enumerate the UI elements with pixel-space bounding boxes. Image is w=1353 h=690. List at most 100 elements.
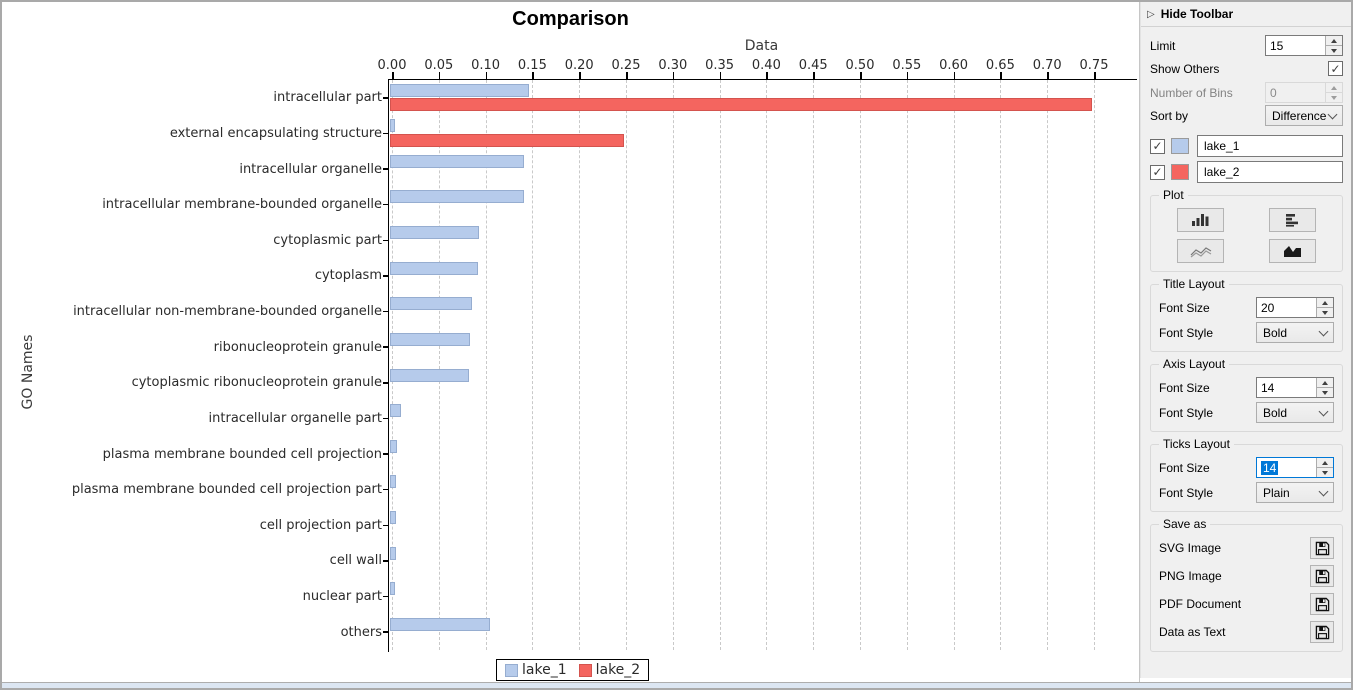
x-tick-label: 0.15 [517,58,547,73]
bar-lake_1 [390,83,529,97]
axis-layout-label: Axis Layout [1159,357,1230,371]
gridline [438,80,440,650]
y-tick-mark [383,275,388,277]
spin-up-button[interactable] [1326,36,1342,45]
title-font-size-value[interactable]: 20 [1261,300,1275,315]
sort-by-dropdown[interactable]: Difference [1265,105,1343,126]
line-chart-button[interactable] [1177,239,1224,263]
spin-down-button[interactable] [1317,467,1333,477]
font-size-label: Font Size [1159,300,1210,315]
number-of-bins-label: Number of Bins [1150,85,1233,100]
y-tick-mark [383,97,388,99]
spin-up-button[interactable] [1317,378,1333,387]
series-checkbox-lake-2[interactable]: ✓ [1150,164,1165,180]
chevron-down-icon [1318,326,1329,336]
hide-toolbar-label: Hide Toolbar [1160,7,1234,21]
spin-down-button [1326,92,1342,102]
plot-group-label: Plot [1159,188,1188,202]
series-color-swatch-lake-2[interactable] [1171,164,1189,180]
category-label: others [340,624,382,640]
bar-lake_1 [390,297,473,311]
save-png-button[interactable] [1310,565,1334,587]
category-label: intracellular membrane-bounded organelle [102,197,382,213]
title-layout-group: Title Layout Font Size 20 Font Style Bol [1150,277,1343,352]
limit-spinner[interactable]: 15 [1265,35,1343,56]
x-tick-label: 0.55 [892,58,922,73]
svg-image-label: SVG Image [1159,541,1222,555]
category-label: cytoplasmic part [273,232,382,248]
gridline [579,80,581,650]
x-tick-mark [813,72,815,79]
show-others-checkbox[interactable]: ✓ [1328,61,1343,76]
series-name-input-lake-1[interactable]: lake_1 [1197,135,1343,157]
category-label: plasma membrane bounded cell projection [102,446,382,462]
y-tick-mark [383,560,388,562]
category-label: cytoplasm [314,268,382,284]
chevron-down-icon [1318,406,1329,416]
bar-lake_1 [390,546,396,560]
legend-label: lake_1 [522,662,567,678]
limit-value[interactable]: 15 [1270,38,1284,53]
bar-lake_1 [390,190,524,204]
axis-font-style-value: Bold [1263,405,1288,420]
spin-up-button[interactable] [1317,458,1333,467]
ticks-font-size-value[interactable]: 14 [1257,458,1316,477]
axis-font-size-value[interactable]: 14 [1261,380,1275,395]
ticks-font-style-dropdown[interactable]: Plain [1256,482,1334,503]
x-axis-label: Data [744,38,779,54]
spin-up-button[interactable] [1317,298,1333,307]
spin-down-button[interactable] [1326,45,1342,55]
x-tick-label: 0.35 [705,58,735,73]
gridline [719,80,721,650]
area-chart-button[interactable] [1269,239,1316,263]
toolbar-sidebar: ▷ Hide Toolbar Limit 15 Show Others ✓ [1140,2,1351,678]
series-name-value: lake_1 [1204,139,1240,153]
save-pdf-row: PDF Document [1159,593,1334,615]
title-layout-label: Title Layout [1159,277,1229,291]
show-others-label: Show Others [1150,61,1220,76]
series-name-input-lake-2[interactable]: lake_2 [1197,161,1343,183]
category-label: ribonucleoprotein granule [213,339,382,355]
panel-separator [1139,2,1140,683]
series-row-lake-1: ✓ lake_1 [1150,135,1343,157]
down-arrow-icon [1322,390,1328,395]
y-tick-mark [383,524,388,527]
bar-lake_1 [390,439,397,453]
vertical-bar-chart-button[interactable] [1177,208,1224,232]
area-chart-icon [1283,246,1301,257]
bar-lake_1 [390,368,469,382]
down-arrow-icon [1322,310,1328,315]
collapse-triangle-icon: ▷ [1147,8,1155,20]
x-tick-mark [532,72,534,79]
category-label: plasma membrane bounded cell projection … [71,482,382,498]
axis-font-size-spinner[interactable]: 14 [1256,377,1334,398]
spin-down-button[interactable] [1317,387,1333,397]
category-label: intracellular part [273,90,382,106]
y-tick-mark [383,417,388,420]
bar-lake_1 [390,511,396,524]
ticks-font-size-spinner[interactable]: 14 [1256,457,1334,478]
series-color-swatch-lake-1[interactable] [1171,138,1189,154]
save-text-button[interactable] [1310,621,1334,643]
x-tick-label: 0.60 [939,58,969,73]
save-svg-button[interactable] [1310,537,1334,559]
up-arrow-icon [1331,38,1337,43]
down-arrow-icon [1331,48,1337,53]
save-pdf-button[interactable] [1310,593,1334,615]
title-font-size-spinner[interactable]: 20 [1256,297,1334,318]
axis-font-style-dropdown[interactable]: Bold [1256,402,1334,423]
gridline [860,80,861,650]
series-checkbox-lake-1[interactable]: ✓ [1150,138,1165,154]
y-tick-mark [383,488,388,491]
spin-down-button[interactable] [1317,307,1333,317]
y-tick-mark [383,346,388,348]
y-tick-mark [383,132,388,135]
x-tick-label: 0.50 [845,58,875,73]
number-of-bins-row: Number of Bins 0 [1150,82,1343,103]
hide-toolbar-header[interactable]: ▷ Hide Toolbar [1141,2,1351,27]
x-tick-label: 0.00 [377,58,407,73]
horizontal-bar-chart-button[interactable] [1269,208,1316,232]
gridline [626,80,627,650]
bar-lake_1 [390,617,491,631]
title-font-style-dropdown[interactable]: Bold [1256,322,1334,343]
